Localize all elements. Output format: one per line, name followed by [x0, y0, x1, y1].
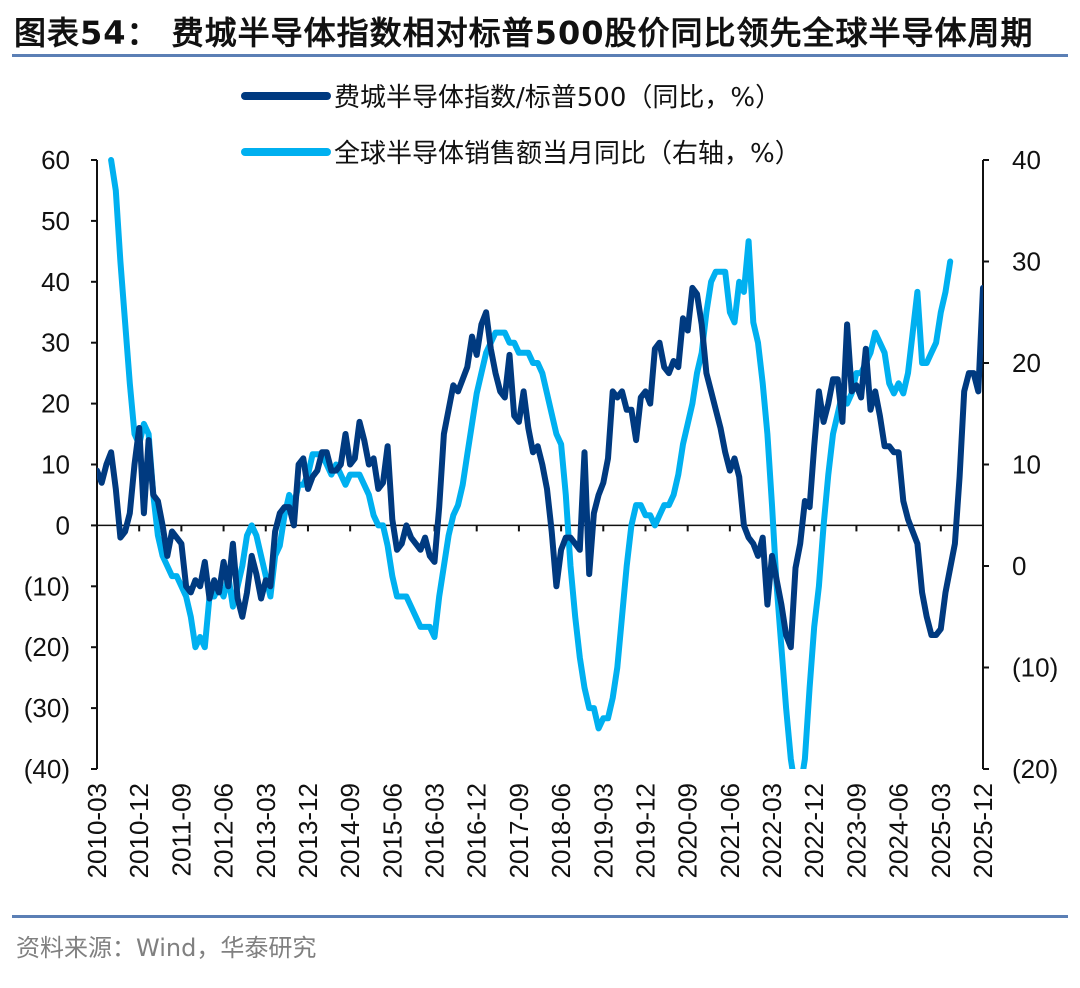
- right-y-tick-label: 40: [1012, 145, 1041, 175]
- left-y-tick-label: (10): [24, 571, 70, 601]
- left-y-tick-label: (30): [24, 693, 70, 723]
- x-tick-label: 2013-12: [293, 783, 323, 878]
- legend: 费城半导体指数/标普500（同比，%） 全球半导体销售额当月同比（右轴，%）: [241, 83, 801, 169]
- left-y-tick-label: 50: [41, 206, 70, 236]
- left-y-tick-label: 20: [41, 389, 70, 419]
- left-y-tick-label: (40): [24, 754, 70, 784]
- x-tick-label: 2024-06: [884, 783, 914, 878]
- series-line-global-semi-sales: [108, 157, 954, 769]
- x-tick-label: 2023-09: [841, 783, 871, 878]
- x-tick-label: 2016-03: [420, 783, 450, 878]
- x-tick-label: 2022-12: [799, 783, 829, 878]
- right-y-tick-label: 0: [1012, 551, 1026, 581]
- x-tick-label: 2021-06: [715, 783, 745, 878]
- left-y-tick-label: 30: [41, 328, 70, 358]
- x-tick-label: 2013-03: [251, 783, 281, 878]
- x-tick-label: 2020-09: [673, 783, 703, 878]
- x-tick-label: 2025-12: [968, 783, 998, 878]
- legend-label-light: 全球半导体销售额当月同比（右轴，%）: [334, 139, 801, 169]
- right-y-tick-label: (20): [1012, 754, 1058, 784]
- x-tick-label: 2019-03: [588, 783, 618, 878]
- left-y-tick-label: 10: [41, 450, 70, 480]
- left-y-tick-label: (20): [24, 632, 70, 662]
- right-y-tick-label: 10: [1012, 450, 1041, 480]
- source-note: 资料来源：Wind，华泰研究: [16, 934, 317, 962]
- x-tick-label: 2010-03: [82, 783, 112, 878]
- title-divider: [12, 54, 1068, 57]
- x-tick-label: 2017-09: [504, 783, 534, 878]
- source-divider: [12, 915, 1068, 918]
- x-tick-label: 2015-06: [377, 783, 407, 878]
- right-y-tick-label: 30: [1012, 247, 1041, 277]
- right-y-tick-label: (10): [1012, 653, 1058, 683]
- right-y-tick-label: 20: [1012, 348, 1041, 378]
- x-tick-label: 2011-09: [166, 783, 196, 877]
- x-tick-label: 2010-12: [124, 783, 154, 878]
- legend-label-dark: 费城半导体指数/标普500（同比，%）: [334, 83, 781, 113]
- x-tick-label: 2019-12: [630, 783, 660, 878]
- chart-canvas: 费城半导体指数/标普500（同比，%） 全球半导体销售额当月同比（右轴，%） 6…: [24, 83, 1059, 878]
- x-tick-label: 2025-03: [926, 783, 956, 878]
- chart-title: 图表54： 费城半导体指数相对标普500股价同比领先全球半导体周期: [14, 14, 1034, 52]
- series-line-sox-spx: [97, 284, 983, 651]
- x-tick-label: 2014-09: [335, 783, 365, 878]
- x-tick-label: 2016-12: [462, 783, 492, 878]
- x-tick-label: 2022-03: [757, 783, 787, 878]
- x-tick-label: 2012-06: [209, 783, 239, 878]
- x-tick-label: 2018-06: [546, 783, 576, 878]
- left-y-tick-label: 0: [56, 510, 70, 540]
- left-y-tick-label: 60: [41, 145, 70, 175]
- left-y-tick-label: 40: [41, 267, 70, 297]
